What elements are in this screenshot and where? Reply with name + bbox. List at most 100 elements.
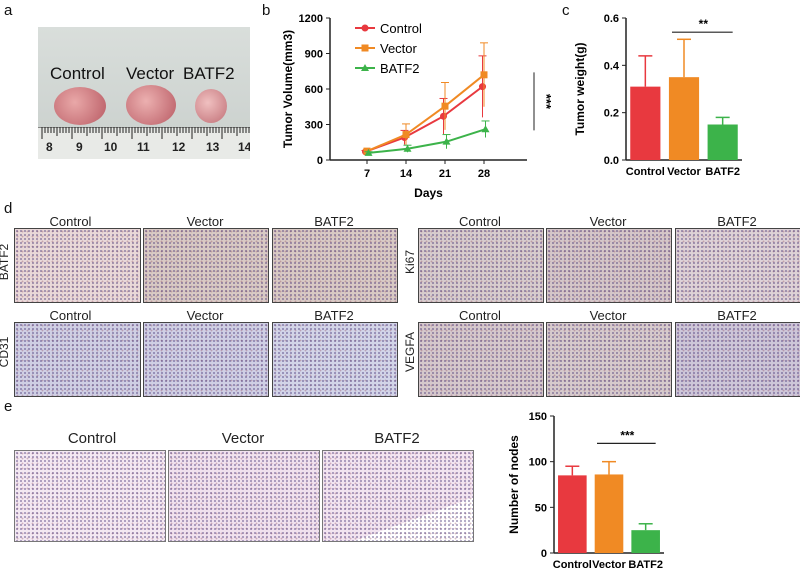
significance-label: *** bbox=[620, 428, 634, 442]
ihc-cd31-vector bbox=[143, 322, 269, 397]
lung-he-vector bbox=[168, 450, 320, 542]
ihc-ki67-vector bbox=[546, 228, 672, 303]
data-point bbox=[403, 144, 412, 152]
chart-tumor-weight: 0.0 0.2 0.4 0.6 Tumor weight(g) Control Vector… bbox=[573, 13, 742, 178]
d-col-title-vector-right: Vector bbox=[589, 214, 627, 229]
chart-nodes: 0 50 100 150 Number of nodes Control Vector BAT… bbox=[507, 411, 664, 570]
d-col-title-control-left-2: Control bbox=[49, 308, 92, 323]
data-point bbox=[480, 71, 488, 79]
photo-label-control: Control bbox=[50, 64, 105, 83]
ruler-number: 11 bbox=[137, 140, 150, 154]
y-tick-label: 900 bbox=[305, 49, 323, 61]
e-col-title-vector: Vector bbox=[221, 430, 265, 447]
d-col-title-vector-right-2: Vector bbox=[589, 308, 627, 323]
x-tick-label: Vector bbox=[592, 559, 626, 570]
ihc-vegfa-control bbox=[418, 322, 544, 397]
x-tick-label: BATF2 bbox=[705, 166, 740, 178]
panel-label-c: c bbox=[562, 2, 570, 19]
series-line-vector bbox=[366, 74, 485, 153]
row-label-ki67: Ki67 bbox=[403, 249, 417, 275]
legend-label: Control bbox=[380, 21, 422, 36]
panel-label-a: a bbox=[4, 2, 13, 19]
significance-label: ** bbox=[699, 17, 709, 31]
x-tick-label: 21 bbox=[439, 168, 451, 180]
x-tick-label: Control bbox=[553, 559, 592, 570]
tumor-photo: Control Vector BATF2 8 9 10 11 12 13 14 bbox=[38, 27, 250, 159]
legend-marker bbox=[361, 64, 369, 71]
data-point bbox=[479, 83, 486, 91]
d-col-title-batf2-right: BATF2 bbox=[717, 214, 757, 229]
bar-control bbox=[630, 86, 661, 160]
row-label-cd31: CD31 bbox=[0, 336, 11, 368]
ruler-ticks bbox=[38, 127, 250, 139]
y-tick-label: 0.0 bbox=[604, 155, 619, 167]
d-col-title-batf2-left-2: BATF2 bbox=[314, 308, 354, 323]
d-col-title-control-right-2: Control bbox=[459, 308, 501, 323]
legend-label: Vector bbox=[380, 41, 418, 56]
d-col-title-control-right: Control bbox=[459, 214, 501, 229]
y-tick-label: 1200 bbox=[299, 13, 323, 25]
ruler-number: 8 bbox=[46, 140, 53, 154]
ruler: 8 9 10 11 12 13 14 bbox=[38, 127, 250, 159]
y-tick-label: 300 bbox=[305, 120, 323, 132]
ihc-vegfa-vector bbox=[546, 322, 672, 397]
x-tick-label: BATF2 bbox=[628, 559, 663, 570]
row-label-batf2: BATF2 bbox=[0, 243, 11, 281]
data-point bbox=[441, 102, 449, 110]
photo-label-vector: Vector bbox=[126, 64, 175, 83]
ruler-number: 10 bbox=[104, 140, 118, 154]
d-col-title-vector-left-2: Vector bbox=[186, 308, 224, 323]
legend-marker bbox=[361, 44, 369, 52]
x-axis-label: Days bbox=[414, 186, 443, 200]
data-point bbox=[364, 148, 373, 156]
tumor-control bbox=[54, 87, 106, 125]
tumor-vector bbox=[126, 85, 176, 125]
bar-batf2 bbox=[631, 530, 660, 553]
panel-label-b: b bbox=[262, 2, 271, 19]
y-axis-label: Number of nodes bbox=[507, 435, 521, 534]
y-tick-label: 0 bbox=[541, 548, 547, 560]
data-point bbox=[442, 137, 451, 145]
series-line-batf2 bbox=[368, 128, 486, 154]
ihc-ki67-control bbox=[418, 228, 544, 303]
panel-label-e: e bbox=[4, 398, 13, 415]
panel-label-d: d bbox=[4, 200, 13, 217]
chart-tumor-volume: 0 300 600 900 1200 7 14 21 28 Days Tumor Volume(mm… bbox=[281, 13, 554, 200]
series-line-control bbox=[365, 85, 484, 153]
d-col-title-vector-left: Vector bbox=[186, 214, 224, 229]
y-tick-label: 0.2 bbox=[604, 108, 619, 120]
ruler-number: 12 bbox=[172, 140, 186, 154]
d-col-title-batf2-left: BATF2 bbox=[314, 214, 354, 229]
x-tick-label: 7 bbox=[364, 168, 370, 180]
e-col-title-batf2: BATF2 bbox=[374, 430, 420, 447]
lung-he-control bbox=[14, 450, 166, 542]
data-point bbox=[402, 131, 410, 139]
x-tick-label: 28 bbox=[478, 168, 490, 180]
ruler-number: 14 bbox=[238, 140, 250, 154]
x-tick-label: Control bbox=[626, 166, 665, 178]
ihc-batf2-batf2 bbox=[272, 228, 398, 303]
y-tick-label: 0.4 bbox=[604, 60, 620, 72]
ihc-cd31-control bbox=[14, 322, 141, 397]
d-col-title-control-left: Control bbox=[49, 214, 92, 229]
y-axis-label: Tumor weight(g) bbox=[573, 42, 587, 135]
lung-he-batf2 bbox=[322, 450, 474, 542]
significance-label: *** bbox=[539, 94, 554, 110]
ihc-ki67-batf2 bbox=[675, 228, 800, 303]
x-tick-label: 14 bbox=[400, 168, 413, 180]
data-point bbox=[481, 125, 490, 133]
y-tick-label: 50 bbox=[535, 502, 547, 514]
ruler-number: 13 bbox=[206, 140, 220, 154]
d-col-title-batf2-right-2: BATF2 bbox=[717, 308, 757, 323]
bar-control bbox=[558, 475, 587, 553]
bar-batf2 bbox=[707, 124, 738, 160]
data-point bbox=[363, 147, 371, 155]
bar-vector bbox=[594, 474, 624, 553]
x-tick-label: Vector bbox=[667, 166, 701, 178]
y-axis-label: Tumor Volume(mm3) bbox=[281, 30, 295, 148]
ihc-vegfa-batf2 bbox=[675, 322, 800, 397]
ruler-number: 9 bbox=[76, 140, 83, 154]
y-tick-label: 100 bbox=[529, 457, 547, 469]
ihc-batf2-control bbox=[14, 228, 141, 303]
